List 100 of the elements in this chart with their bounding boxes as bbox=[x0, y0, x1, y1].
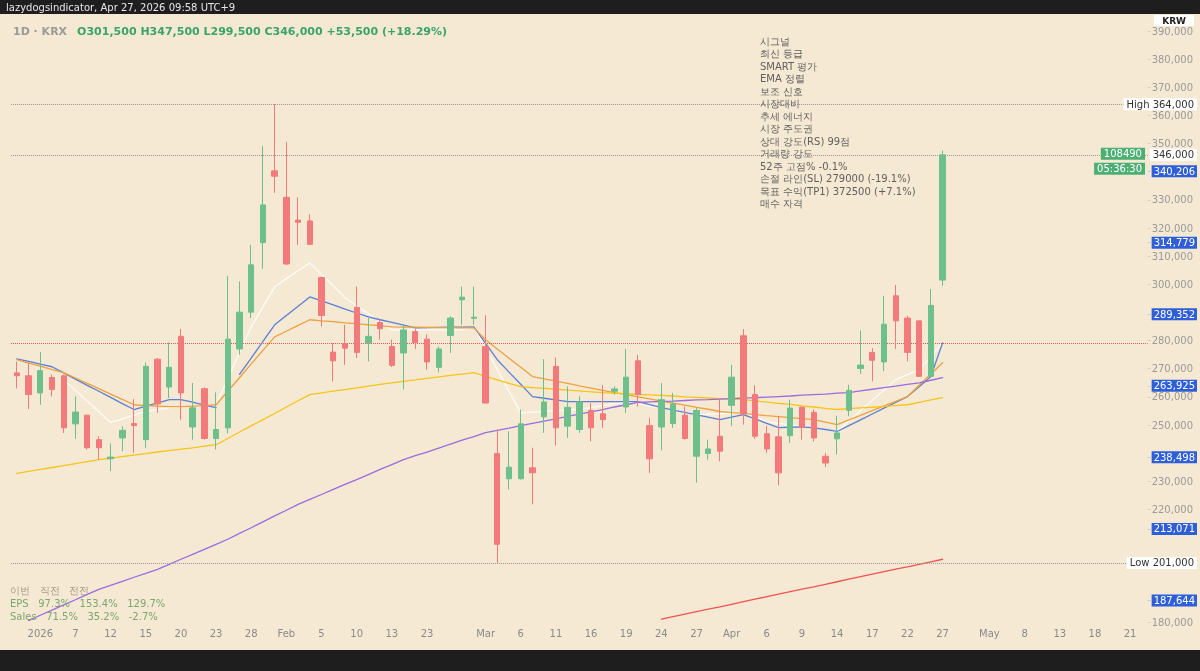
annotation: 시장대비 bbox=[760, 98, 800, 109]
candlestick bbox=[49, 374, 55, 397]
candlestick bbox=[811, 409, 817, 442]
x-tick-label: Apr bbox=[723, 627, 742, 639]
x-tick-label: Feb bbox=[277, 627, 296, 639]
candlestick bbox=[693, 407, 700, 484]
x-tick-label: 10 bbox=[350, 627, 364, 639]
candlestick bbox=[447, 315, 454, 354]
candlestick bbox=[295, 196, 301, 246]
x-tick-label: 21 bbox=[1123, 627, 1137, 639]
x-tick-label: 27 bbox=[936, 627, 949, 639]
candlestick bbox=[881, 295, 887, 372]
candlestick bbox=[752, 384, 758, 440]
y-tick-label: 270,000 bbox=[1151, 363, 1194, 375]
x-tick-label: 11 bbox=[549, 627, 563, 639]
x-tick-label: 9 bbox=[798, 627, 806, 639]
y-tick-label: 220,000 bbox=[1151, 503, 1194, 515]
y-tick-label: 360,000 bbox=[1151, 109, 1194, 121]
candlestick bbox=[213, 391, 219, 450]
candlestick bbox=[564, 385, 571, 439]
candlestick bbox=[611, 385, 618, 396]
y-tick-label: 330,000 bbox=[1151, 194, 1194, 206]
annotation: 매수 자격 bbox=[760, 198, 804, 209]
candlestick bbox=[822, 452, 829, 468]
candlestick bbox=[400, 323, 407, 391]
candlestick bbox=[189, 382, 196, 441]
y-tick-label: 314,779 bbox=[1153, 237, 1196, 249]
x-tick-label: 19 bbox=[619, 627, 633, 639]
y-tick-label: 289,352 bbox=[1153, 308, 1196, 320]
candlestick bbox=[787, 399, 793, 444]
candlestick bbox=[775, 415, 782, 486]
candlestick bbox=[225, 275, 231, 434]
chart-subtitle: O301,500 H347,500 L299,500 C346,000 +53,500 (+18.29%) bbox=[77, 24, 448, 38]
candlestick bbox=[412, 328, 418, 350]
candlestick bbox=[178, 328, 184, 421]
candlestick bbox=[61, 374, 67, 434]
candlestick bbox=[857, 329, 864, 375]
candlestick bbox=[494, 429, 500, 564]
x-tick-label: 6 bbox=[517, 627, 524, 639]
candlestick bbox=[14, 361, 20, 389]
x-tick-label: 6 bbox=[763, 627, 770, 639]
candlestick bbox=[541, 358, 547, 434]
x-tick-label: 8 bbox=[1021, 627, 1028, 639]
y-tick-label: 340,206 bbox=[1153, 165, 1196, 177]
x-tick-label: May bbox=[979, 627, 1000, 639]
x-tick-label: 13 bbox=[385, 627, 399, 639]
ref-line-label: High 364,000 bbox=[1126, 98, 1194, 110]
x-tick-label: 18 bbox=[1088, 627, 1102, 639]
candlestick bbox=[201, 386, 208, 441]
candlestick bbox=[682, 405, 688, 441]
y-tick-label: 213,071 bbox=[1153, 523, 1196, 535]
annotation: 손절 라인(SL) 279000 (-19.1%) bbox=[760, 173, 911, 184]
candlestick bbox=[576, 395, 583, 434]
candlestick bbox=[717, 399, 723, 462]
x-tick-label: Mar bbox=[476, 627, 496, 639]
x-tick-label: 24 bbox=[654, 627, 668, 639]
y-tick-label: 300,000 bbox=[1151, 278, 1194, 290]
annotation: 목표 수익(TP1) 372500 (+7.1%) bbox=[760, 185, 916, 197]
candlestick bbox=[459, 286, 465, 326]
candlestick bbox=[670, 392, 676, 429]
annotation: EMA 정렬 bbox=[760, 73, 805, 84]
y-tick-label: 230,000 bbox=[1151, 475, 1194, 487]
text: lazydogsindicator, Apr 27, 2026 09:58 UTC+9 bbox=[6, 1, 236, 13]
x-tick-label: 15 bbox=[139, 627, 153, 639]
annotation: 추세 에너지 bbox=[760, 110, 814, 122]
candlestick bbox=[764, 425, 770, 454]
ref-line-label: 346,000 bbox=[1152, 149, 1194, 161]
candlestick bbox=[588, 402, 594, 442]
x-tick-label: 20 bbox=[174, 627, 188, 639]
x-tick-label: 16 bbox=[584, 627, 598, 639]
candlestick bbox=[658, 382, 665, 451]
candlestick bbox=[705, 439, 711, 461]
annotation: 05:36:30 bbox=[1097, 163, 1142, 175]
candlestick bbox=[506, 430, 512, 490]
y-tick-label: 180,000 bbox=[1151, 616, 1194, 628]
candlestick bbox=[939, 150, 946, 287]
candlestick bbox=[96, 435, 102, 461]
x-tick-label: 23 bbox=[420, 627, 434, 639]
annotation: EPS 97.3% 153.4% 129.7% bbox=[10, 597, 166, 609]
candlestick bbox=[354, 286, 360, 359]
x-tick-label: 17 bbox=[865, 627, 879, 639]
candlestick bbox=[646, 417, 653, 474]
candlestick bbox=[330, 342, 336, 382]
candlestick bbox=[518, 409, 524, 481]
y-tick-label: 250,000 bbox=[1151, 419, 1194, 431]
y-tick-label: 310,000 bbox=[1151, 250, 1194, 262]
x-tick-label: 13 bbox=[1053, 627, 1067, 639]
candlestick bbox=[529, 447, 536, 505]
candlestick bbox=[799, 405, 805, 441]
annotation: 보조 신호 bbox=[760, 85, 804, 97]
line-series bbox=[660, 558, 944, 620]
y-tick-label: 260,000 bbox=[1151, 391, 1194, 403]
annotation: 거래량 강도 bbox=[760, 148, 814, 159]
candlestick bbox=[318, 276, 325, 327]
x-tick-label: 12 bbox=[104, 627, 117, 639]
x-tick-label: 28 bbox=[244, 627, 258, 639]
candlestick bbox=[342, 324, 348, 366]
candlestick bbox=[271, 103, 278, 194]
y-tick-label: 280,000 bbox=[1151, 335, 1194, 347]
candlestick bbox=[131, 398, 137, 454]
